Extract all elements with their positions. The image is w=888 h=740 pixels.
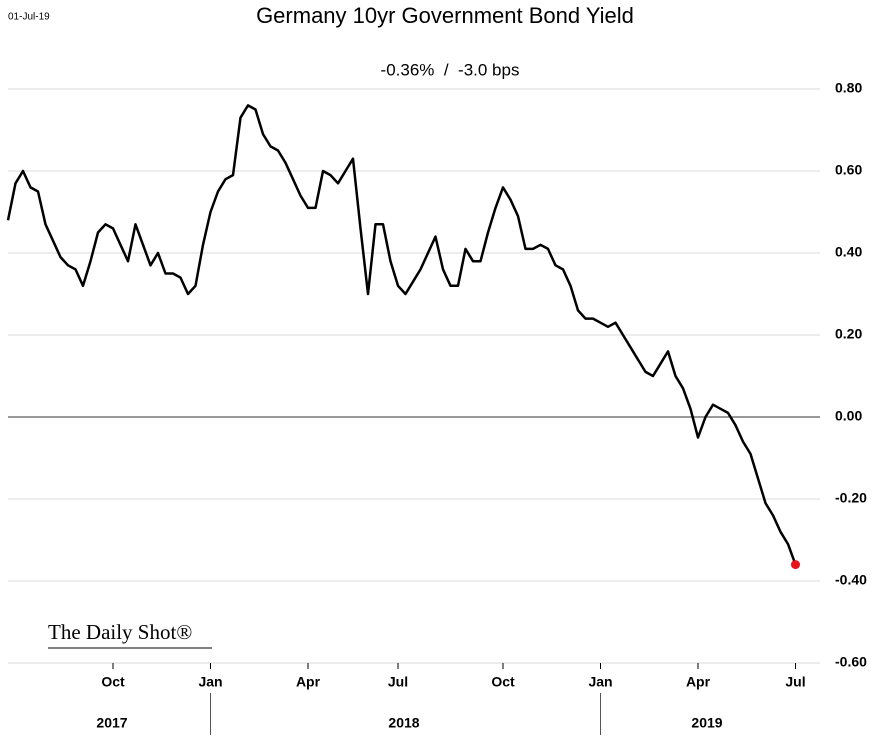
- x-tick-label: Jul: [388, 674, 408, 690]
- y-tick-label: -0.20: [835, 490, 867, 506]
- y-tick-label: 0.20: [835, 326, 862, 342]
- x-tick-label: Oct: [101, 674, 125, 690]
- year-label: 2019: [691, 715, 722, 731]
- x-tick-label: Jul: [785, 674, 805, 690]
- y-tick-label: 0.00: [835, 408, 862, 424]
- y-tick-label: 0.60: [835, 162, 862, 178]
- y-tick-label: 0.80: [835, 80, 862, 96]
- x-tick-label: Jan: [588, 674, 612, 690]
- x-tick-label: Apr: [296, 674, 321, 690]
- year-label: 2017: [96, 715, 127, 731]
- year-label: 2018: [388, 715, 419, 731]
- y-tick-label: -0.40: [835, 572, 867, 588]
- x-tick-label: Apr: [686, 674, 711, 690]
- series-line: [6, 104, 797, 566]
- x-tick-label: Oct: [491, 674, 515, 690]
- y-tick-label: -0.60: [835, 654, 867, 670]
- y-tick-label: 0.40: [835, 244, 862, 260]
- chart-title: Germany 10yr Government Bond Yield: [256, 3, 634, 28]
- date-stamp: 01-Jul-19: [8, 12, 50, 23]
- end-marker: [791, 560, 800, 570]
- x-tick-label: Jan: [198, 674, 222, 690]
- watermark: The Daily Shot®: [48, 620, 192, 644]
- chart-subtitle: -0.36% / -3.0 bps: [381, 60, 520, 79]
